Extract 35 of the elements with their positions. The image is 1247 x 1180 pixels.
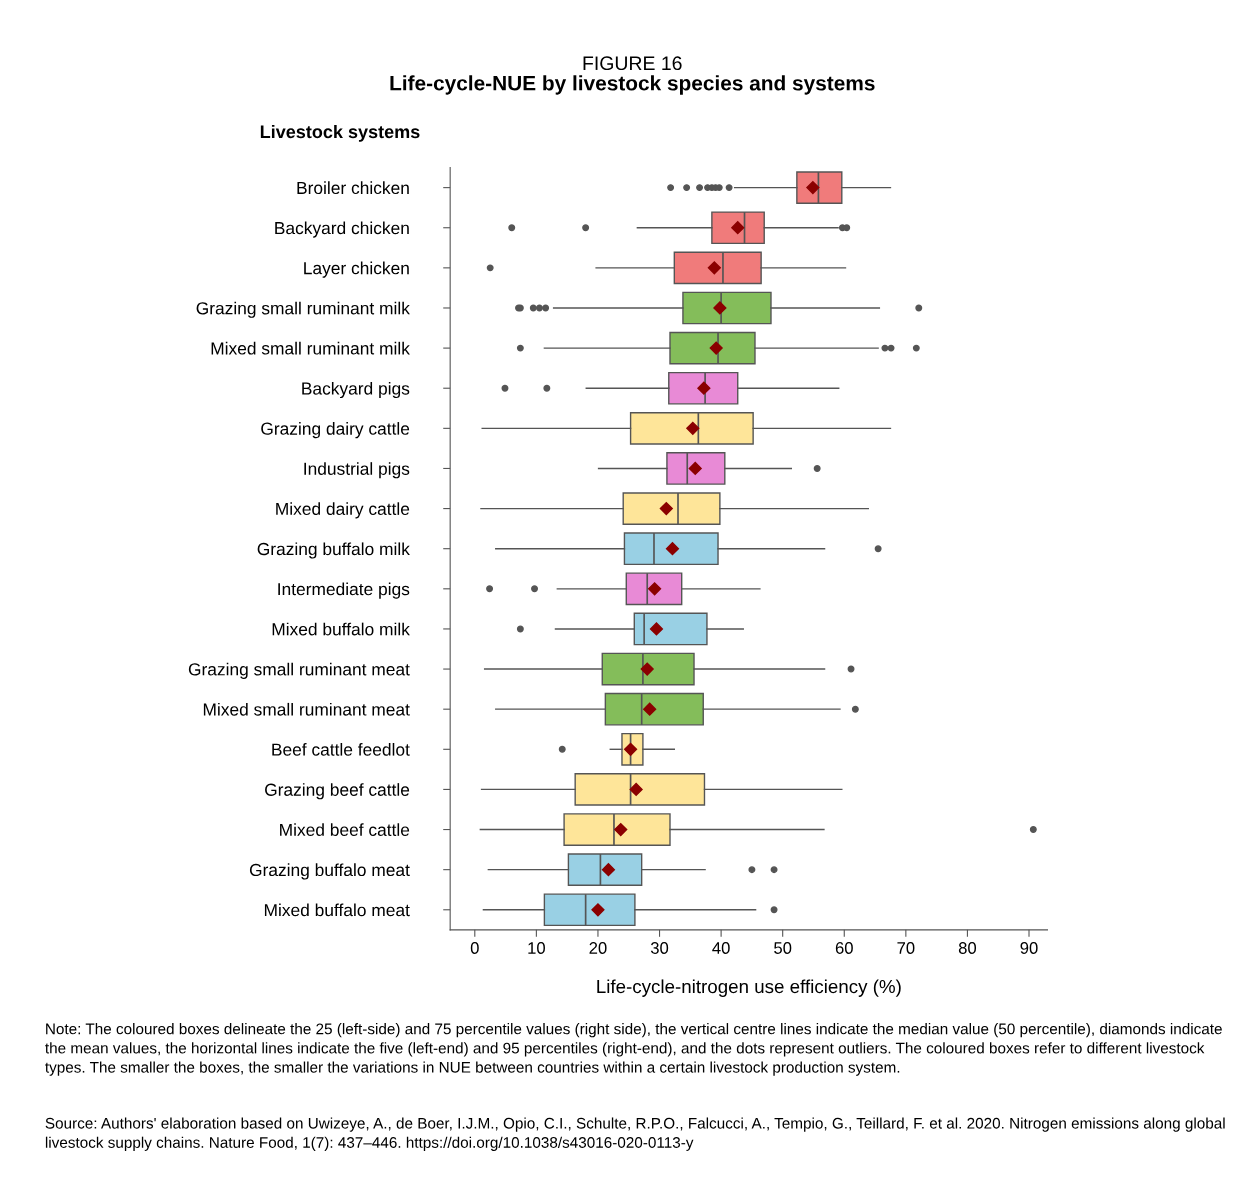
y-tick-label: Grazing small ruminant milk (196, 301, 410, 318)
y-tick-label: Backyard pigs (302, 381, 410, 399)
y-tick-label: Grazing buffalo milk (257, 542, 410, 559)
y-tick-label: Mixed beef cattle (280, 823, 410, 836)
y-tick-label: Mixed small ruminant milk (211, 341, 410, 355)
source-note: Source: Authors' elaboration based on Uwizeye, A., de Boer, I.J.M., Opio, C.I., Schulte, R.P.O., Falcucci, A., Tempio, G., Teillard, F. et al. 2020. Nitrogen emissions along global livestock supply chains. Nature Food, 1(7): 437–446. https://doi.org/10.1038/s43016-020-0113-y (45, 1117, 1225, 1151)
y-tick-label: Mixed buffalo meat (264, 903, 410, 917)
y-tick-label: Broiler chicken (297, 181, 409, 195)
y-axis-title: Livestock systems (260, 124, 420, 142)
y-tick-label: Grazing buffalo meat (249, 863, 410, 880)
y-tick-label: Industrial pigs (304, 462, 410, 479)
y-tick-label: Backyard chicken (275, 221, 409, 238)
x-tick-label: 70 (897, 942, 915, 954)
y-tick-label: Grazing small ruminant meat (188, 662, 410, 679)
x-tick-label: 90 (1020, 942, 1038, 954)
y-tick-label: Mixed small ruminant meat (203, 702, 410, 716)
chart-subtitle: Life-cycle-NUE by livestock species and systems (390, 75, 875, 95)
y-tick-label: Beef cattle feedlot (272, 743, 410, 756)
y-tick-label: Layer chicken (304, 261, 409, 278)
x-tick-label: 50 (774, 942, 792, 954)
x-tick-label: 0 (470, 942, 479, 954)
x-tick-label: 20 (589, 942, 607, 954)
x-tick-label: 40 (712, 942, 730, 954)
y-tick-label: Grazing beef cattle (265, 783, 410, 800)
chart-title: FIGURE 16 (583, 56, 682, 71)
x-tick-label: 10 (528, 942, 545, 954)
y-tick-label: Mixed dairy cattle (276, 502, 410, 519)
y-tick-label: Mixed buffalo milk (272, 622, 410, 636)
y-tick-label: Grazing dairy cattle (261, 422, 410, 439)
x-tick-label: 60 (835, 942, 853, 954)
y-tick-label: Intermediate pigs (278, 582, 410, 599)
x-axis-title: Life-cycle-nitrogen use efficiency (%) (597, 979, 901, 997)
x-tick-label: 80 (958, 942, 977, 954)
text: Note: The coloured boxes delineate the 25 (left-side) and 75 percentile values (right side), the vertical centre lines indicate the median value (50 percentile), diamonds indicate the mean values, the horizontal lines indicate the five (left-end) and 95 percentiles (right-end), and the dots represent outliers. The coloured boxes refer to different livestock types. The smaller the boxes, the smaller the variations in NUE between countries within a certain livestock production system. (45, 1023, 1222, 1076)
x-tick-label: 30 (650, 942, 669, 954)
